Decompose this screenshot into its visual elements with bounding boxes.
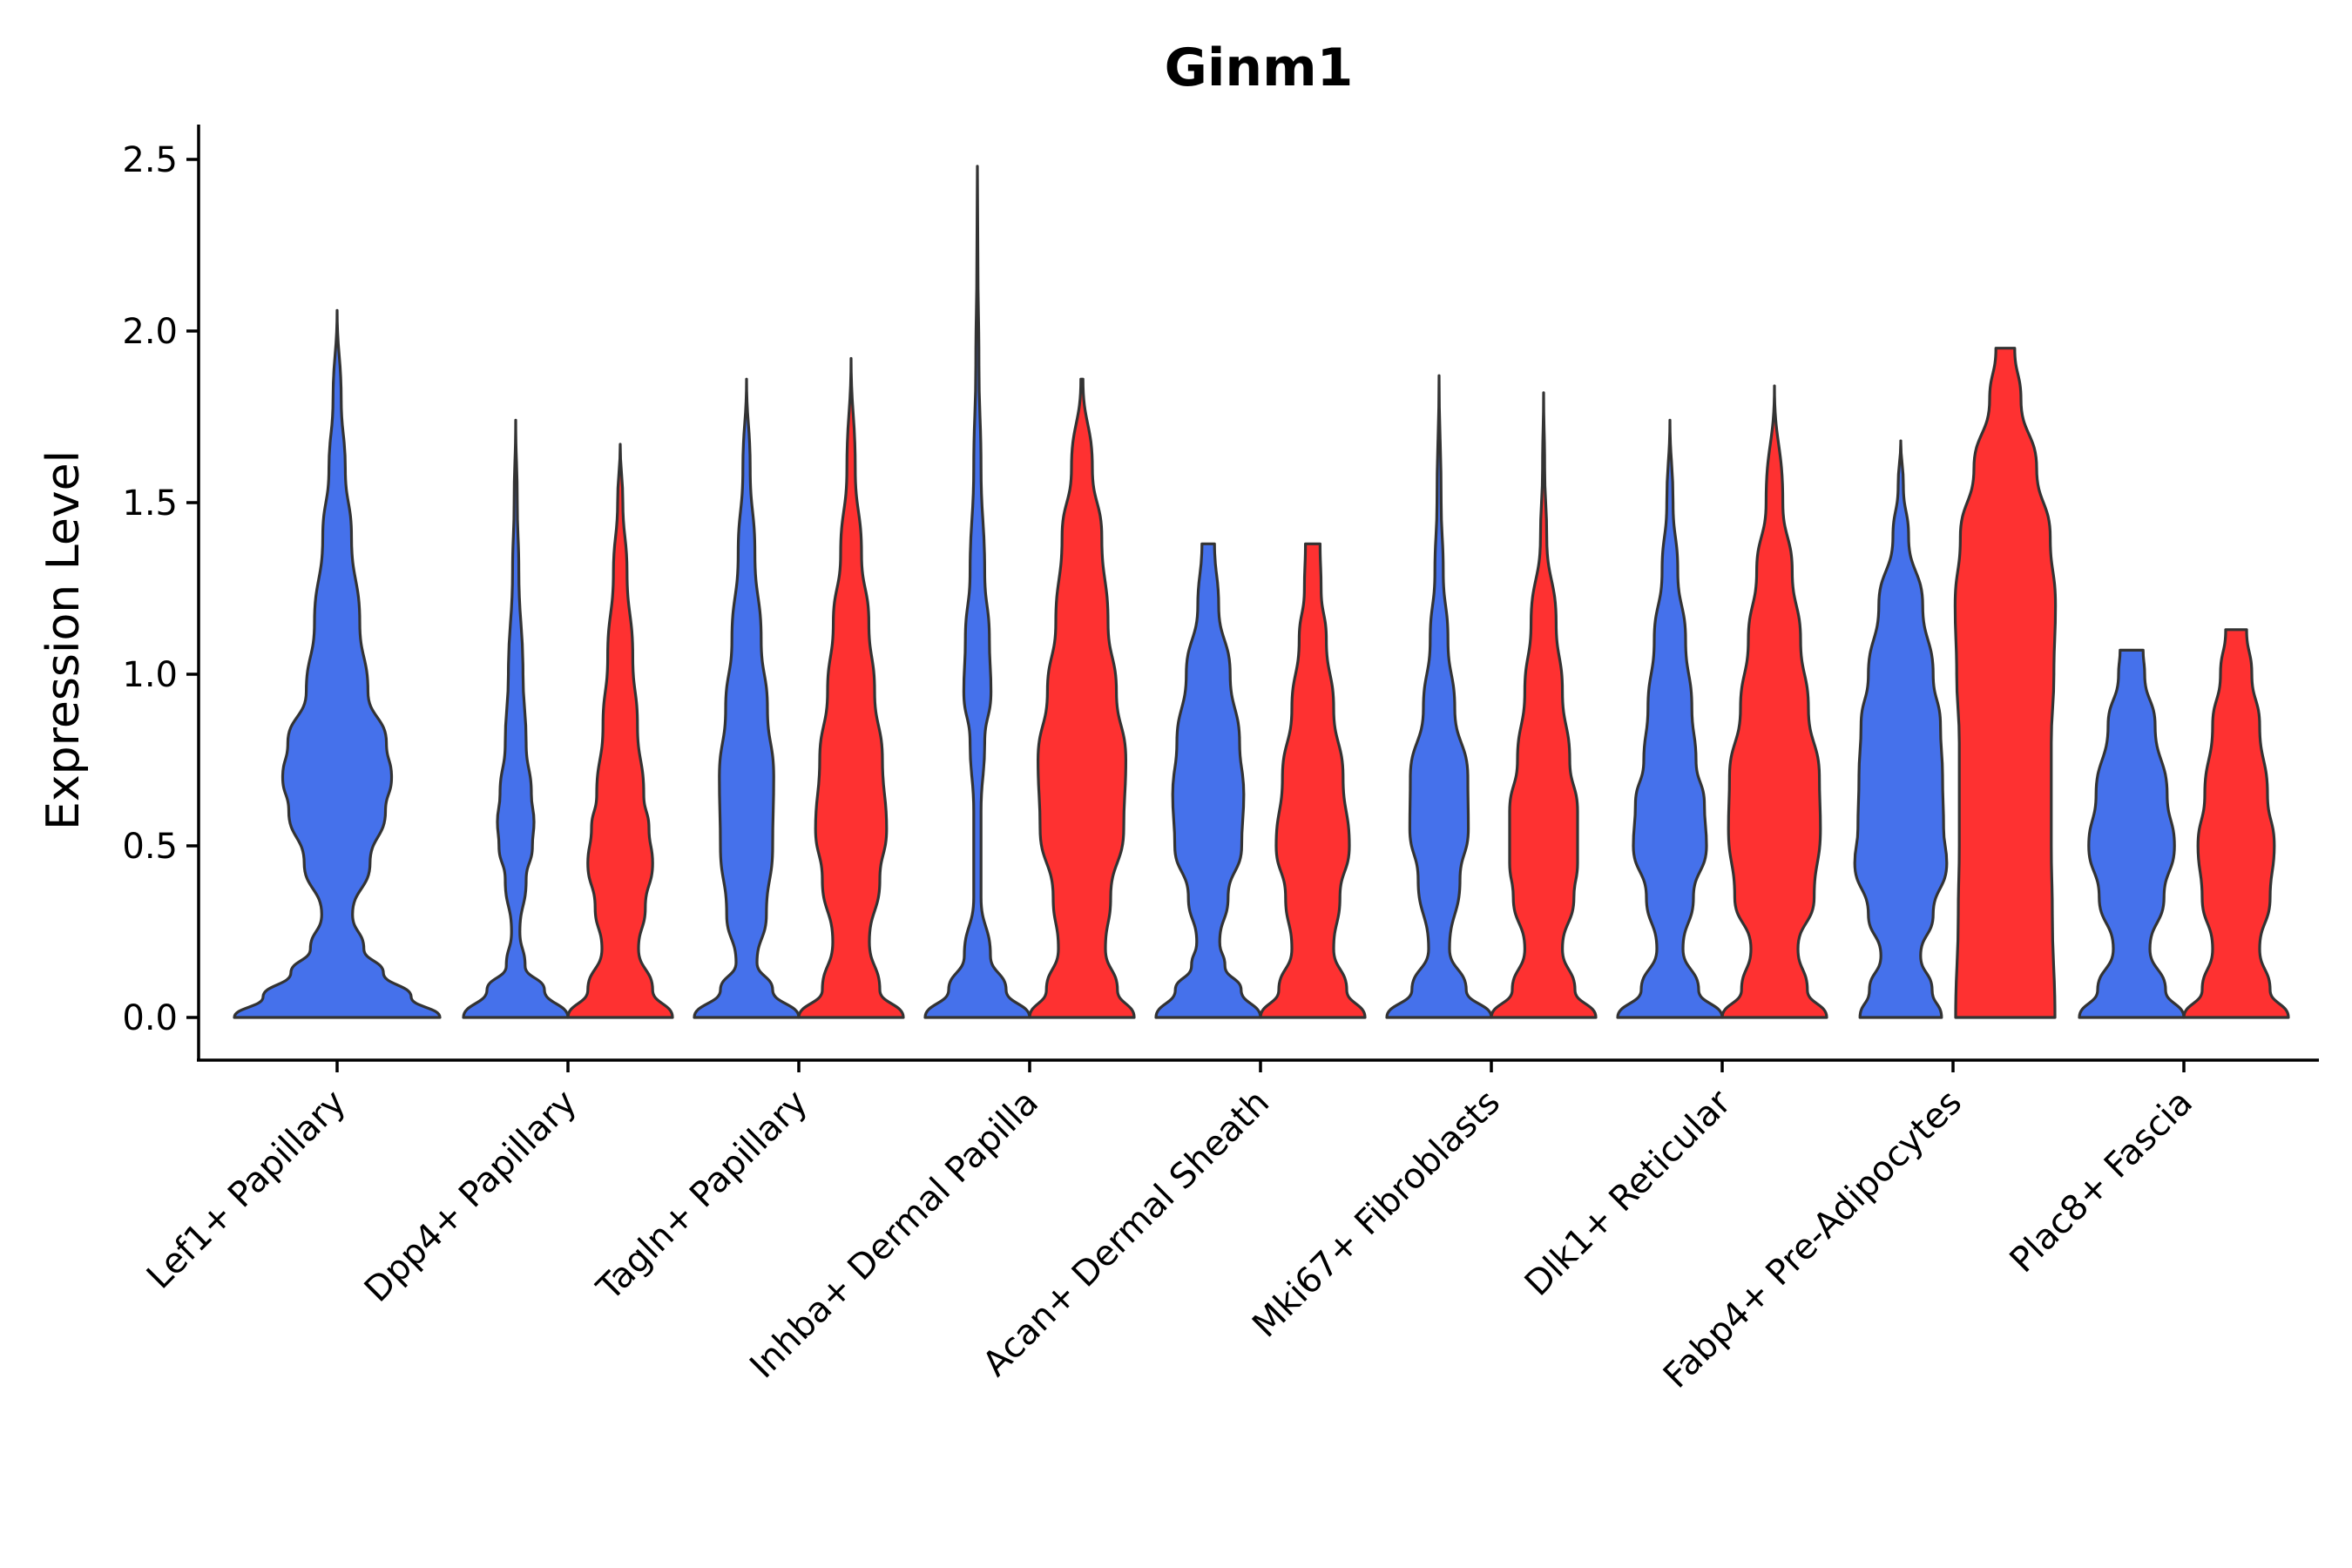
- violin-fabp4-pre-adipocytes-group-2: [1953, 347, 2058, 1019]
- y-tick-label: 1.5: [122, 483, 178, 524]
- violin-tagln-papillary-group-2: [797, 356, 905, 1019]
- y-tick-label: 0.0: [122, 998, 178, 1038]
- violin-dpp4-papillary-group-1: [462, 418, 570, 1019]
- violin-mki67-fibroblasts-group-1: [1385, 374, 1493, 1019]
- x-ticks-layer: Lef1+ Papillary Dpp4+ Papillary Tagln+ Pap…: [139, 1060, 2200, 1396]
- violin-plac8-fascia-group-1: [2078, 648, 2186, 1019]
- violin-dpp4-papillary-group-2: [566, 443, 674, 1019]
- violin-acan-dermal-sheath-group-2: [1259, 542, 1367, 1019]
- violin-inhba-dermal-papilla-group-1: [923, 165, 1031, 1019]
- violin-dlk1-reticular-group-2: [1720, 384, 1828, 1019]
- violin-dlk1-reticular-group-1: [1616, 418, 1724, 1019]
- y-ticks-layer: 0.0 0.5 1.0 1.5 2.0 2.5: [122, 140, 199, 1038]
- x-tick-label: Plac8+ Fascia: [2003, 1083, 2201, 1281]
- y-tick-label: 2.0: [122, 312, 178, 352]
- violin-tagln-papillary-group-1: [693, 377, 801, 1019]
- y-axis-label: Expression Level: [37, 450, 90, 830]
- x-tick-label: Dlk1+ Reticular: [1517, 1082, 1740, 1304]
- x-tick-label: Mki67+ Fibroblasts: [1245, 1083, 1508, 1346]
- violin-fabp4-pre-adipocytes-group-1: [1853, 439, 1949, 1019]
- x-tick-label: Dpp4+ Papillary: [357, 1083, 585, 1310]
- violin-plac8-fascia-group-2: [2182, 628, 2290, 1019]
- chart-title: Ginm1: [1165, 37, 1354, 98]
- violin-lef1-papillary-group-1: [233, 308, 442, 1019]
- violins-layer: [233, 165, 2290, 1019]
- x-tick-label: Lef1+ Papillary: [139, 1083, 354, 1297]
- y-tick-label: 0.5: [122, 827, 178, 867]
- violin-acan-dermal-sheath-group-1: [1154, 542, 1262, 1019]
- violin-mki67-fibroblasts-group-2: [1490, 391, 1598, 1019]
- violin-inhba-dermal-papilla-group-2: [1028, 377, 1136, 1019]
- x-tick-label: Tagln+ Papillary: [589, 1083, 815, 1309]
- y-tick-label: 2.5: [122, 140, 178, 180]
- y-tick-label: 1.0: [122, 655, 178, 695]
